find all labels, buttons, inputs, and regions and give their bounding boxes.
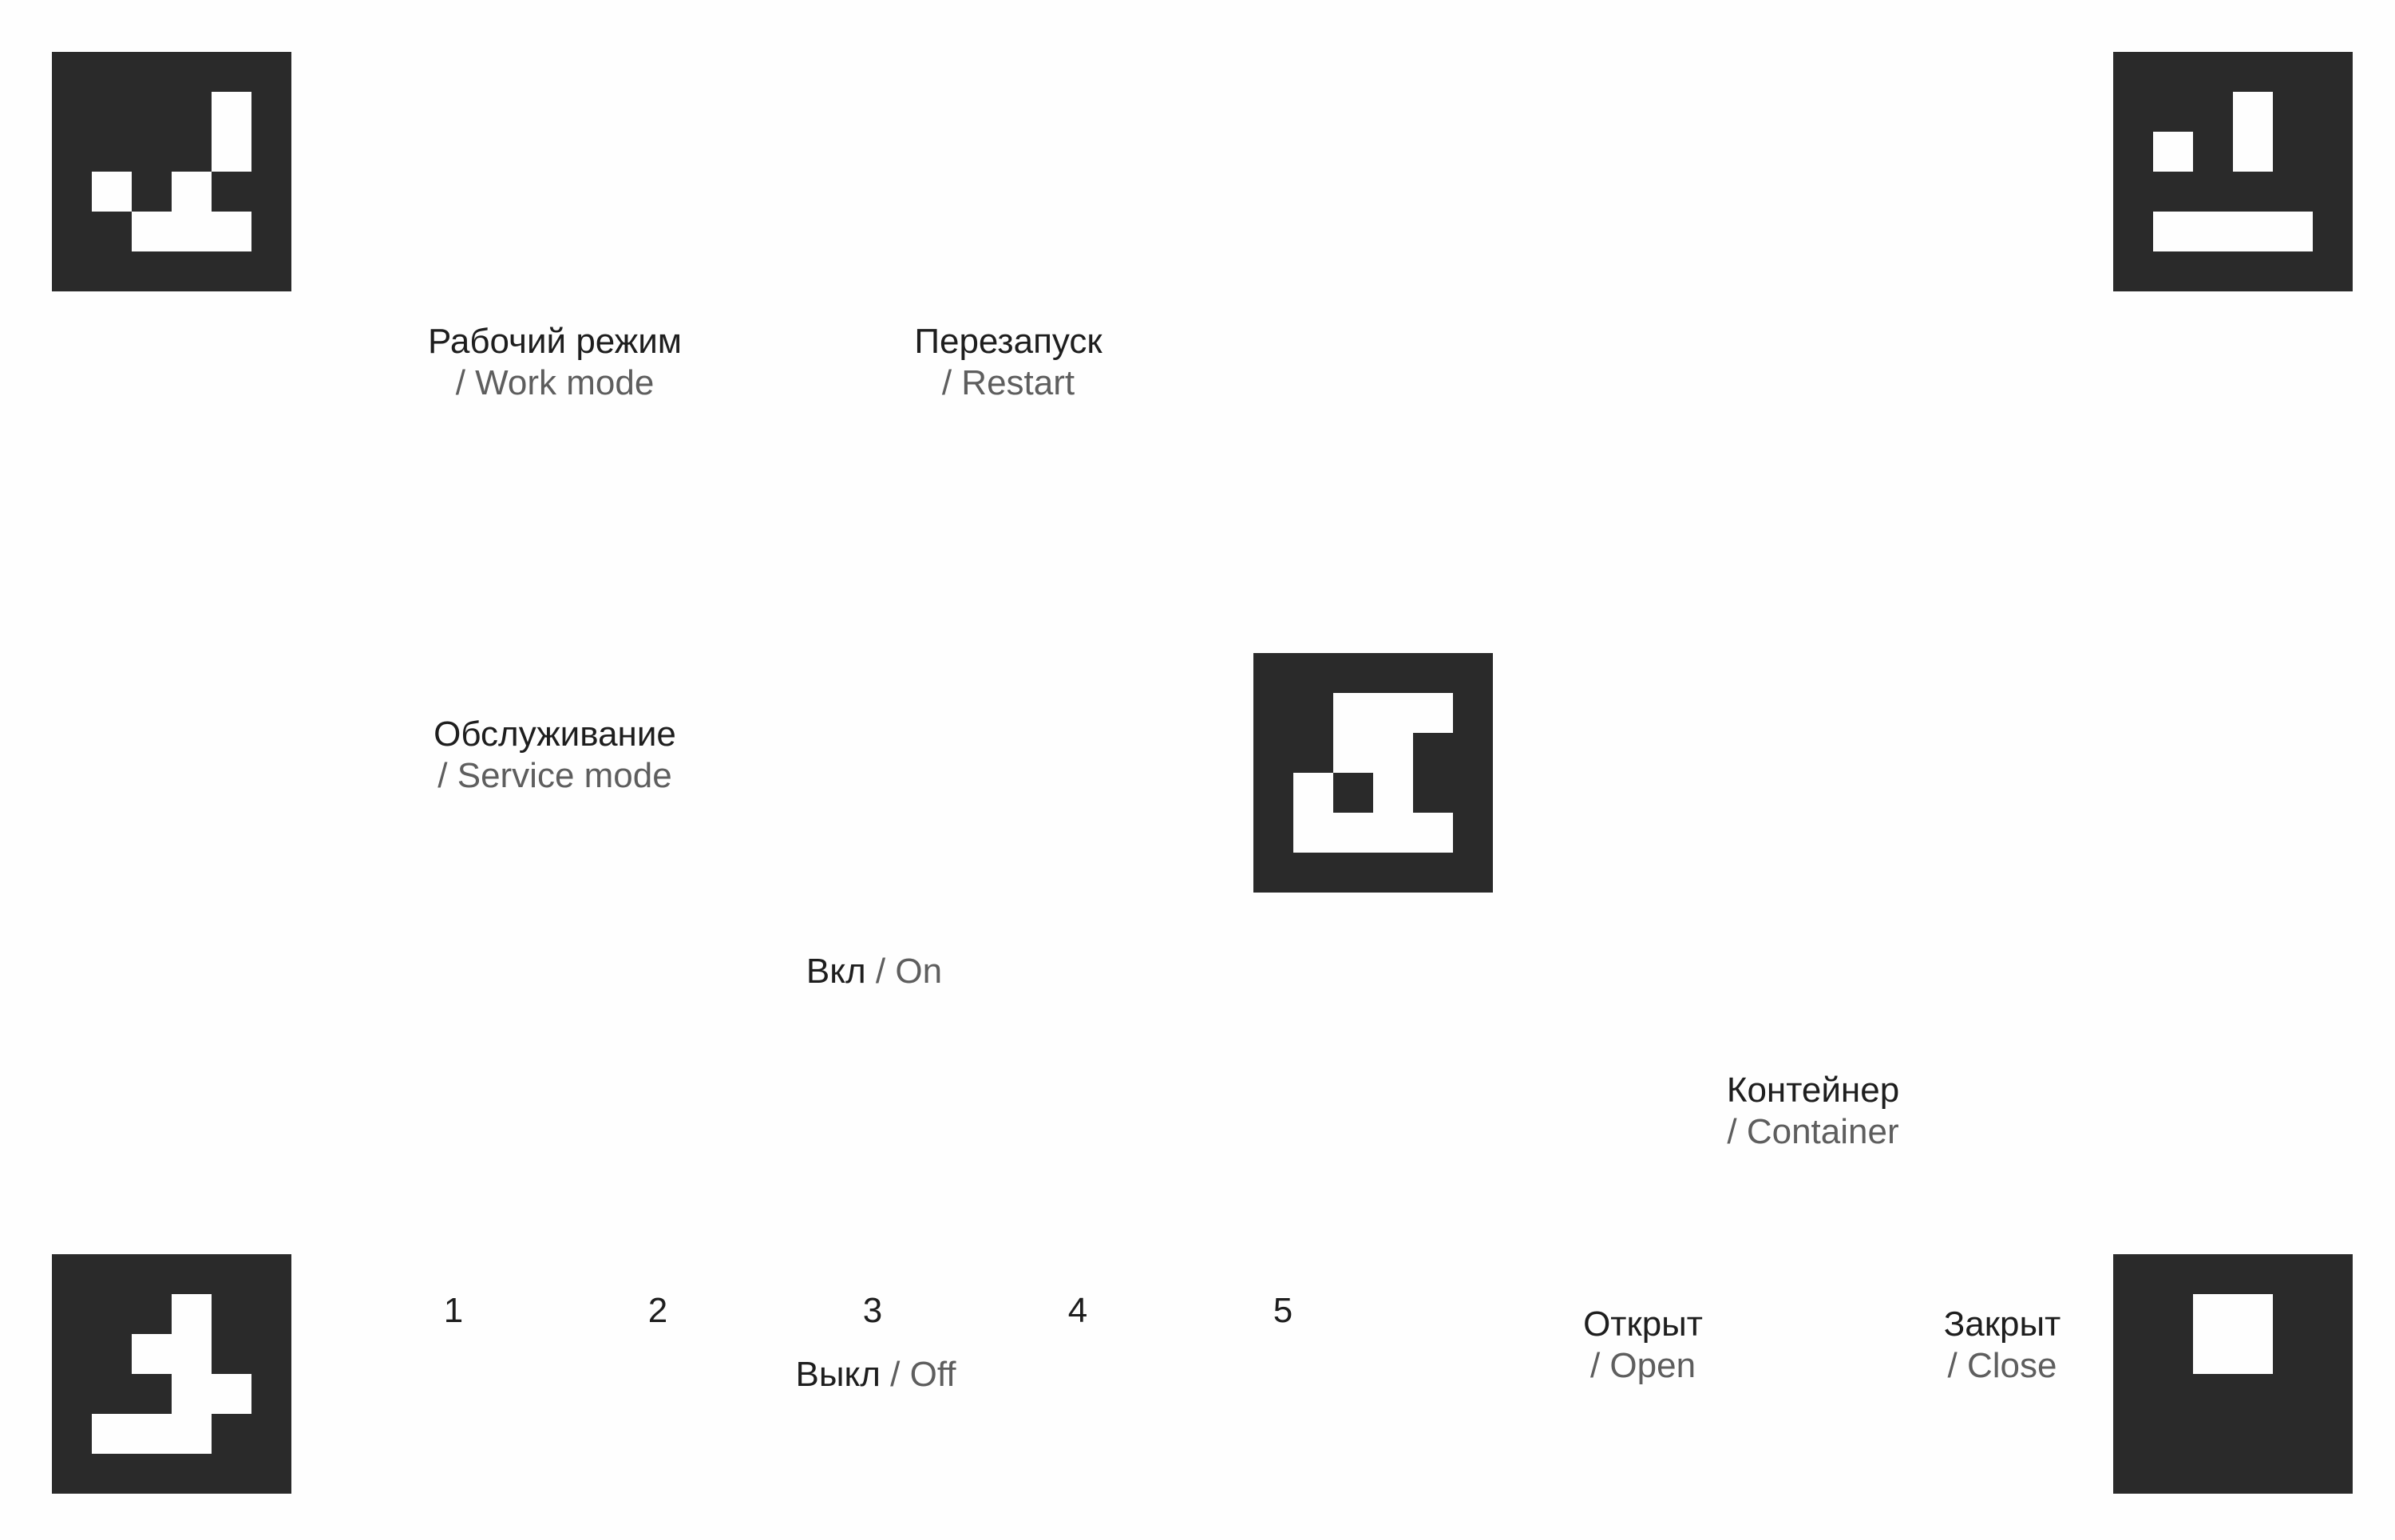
position-number-4: 4 bbox=[1067, 1291, 1088, 1330]
label-work-mode: Рабочий режим / Work mode bbox=[428, 321, 682, 404]
label-off-en: Off bbox=[909, 1355, 956, 1394]
label-service-mode: Обслуживание / Service mode bbox=[433, 714, 676, 797]
label-on: Вкл / On bbox=[806, 951, 942, 992]
label-on-separator: / bbox=[875, 952, 886, 991]
aruco-marker-icon bbox=[52, 52, 291, 291]
label-on-ru: Вкл bbox=[806, 952, 866, 991]
label-off-separator: / bbox=[890, 1355, 901, 1394]
position-number-5: 5 bbox=[1273, 1291, 1293, 1330]
position-number-2: 2 bbox=[647, 1291, 668, 1330]
position-number-3: 3 bbox=[862, 1291, 883, 1330]
label-restart-en: / Restart bbox=[941, 363, 1075, 402]
label-service-mode-ru: Обслуживание bbox=[433, 715, 676, 754]
aruco-marker-top-left bbox=[52, 52, 291, 291]
label-off-ru: Выкл bbox=[795, 1355, 881, 1394]
aruco-marker-icon bbox=[2113, 1254, 2353, 1494]
label-container-ru: Контейнер bbox=[1726, 1071, 1900, 1110]
label-open: Открыт / Open bbox=[1583, 1304, 1703, 1387]
label-close: Закрыт / Close bbox=[1944, 1304, 2061, 1387]
label-on-en: On bbox=[895, 952, 943, 991]
aruco-marker-icon bbox=[1253, 653, 1493, 893]
label-restart-ru: Перезапуск bbox=[914, 322, 1102, 361]
label-service-mode-en: / Service mode bbox=[437, 756, 672, 795]
label-close-ru: Закрыт bbox=[1943, 1304, 2061, 1344]
aruco-marker-bottom-right bbox=[2113, 1254, 2353, 1494]
label-open-en: / Open bbox=[1589, 1346, 1696, 1385]
aruco-marker-bottom-left bbox=[52, 1254, 291, 1494]
label-off: Выкл / Off bbox=[796, 1354, 956, 1396]
label-work-mode-ru: Рабочий режим bbox=[427, 322, 683, 361]
label-work-mode-en: / Work mode bbox=[455, 363, 655, 402]
aruco-marker-icon bbox=[52, 1254, 291, 1494]
label-container-en: / Container bbox=[1727, 1112, 1899, 1151]
aruco-marker-center bbox=[1253, 653, 1493, 893]
aruco-marker-top-right bbox=[2113, 52, 2353, 291]
aruco-marker-icon bbox=[2113, 52, 2353, 291]
label-close-en: / Close bbox=[1947, 1346, 2057, 1385]
label-container: Контейнер / Container bbox=[1727, 1070, 1899, 1153]
label-restart: Перезапуск / Restart bbox=[914, 321, 1102, 404]
position-number-1: 1 bbox=[443, 1291, 464, 1330]
label-open-ru: Открыт bbox=[1583, 1304, 1703, 1344]
